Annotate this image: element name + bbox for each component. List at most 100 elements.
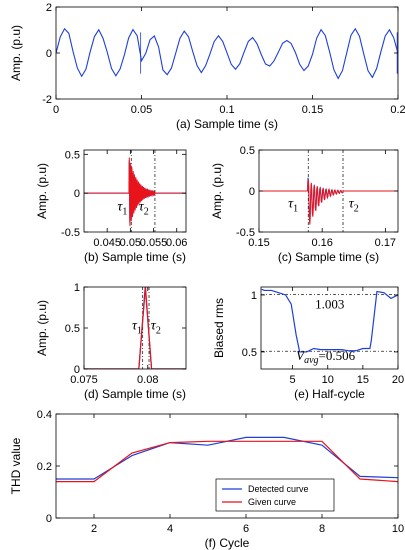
chart-d-tau-subscript: 2 bbox=[156, 326, 161, 337]
chart-d-y-axis-label: Amp. (p.u) bbox=[35, 300, 49, 356]
chart-c-xtick-label: 0.16 bbox=[311, 237, 332, 249]
chart-a: 0 0.05 0.1 0.15 0.2-202(a) Sample time (s)Am… bbox=[9, 2, 405, 131]
chart-e-annotation: Vavg=0.506 bbox=[296, 348, 355, 366]
chart-e-ytick-label: 1 bbox=[251, 290, 257, 302]
chart-f-xtick-label: 8 bbox=[319, 523, 325, 535]
chart-c-tau-symbol: τ bbox=[288, 196, 294, 211]
chart-f-series-given-curve bbox=[56, 440, 398, 483]
chart-f-legend-box bbox=[215, 478, 335, 512]
chart-e-x-axis-label: (e) Half-cycle bbox=[294, 387, 365, 401]
chart-a-xtick-label: 0.05 bbox=[131, 104, 152, 116]
chart-f-ytick-label: 0.4 bbox=[37, 409, 52, 421]
chart-c-ytick-label: -0.5 bbox=[236, 227, 255, 239]
chart-f-x-axis-label: (f) Cycle bbox=[205, 536, 250, 550]
chart-a-xtick-label: 0.15 bbox=[302, 104, 323, 116]
chart-a-xtick-label: 0.1 bbox=[219, 104, 234, 116]
chart-b-tau-label: τ1 bbox=[117, 199, 127, 217]
chart-d-plot-area bbox=[84, 287, 186, 369]
chart-f-xtick-label: 4 bbox=[167, 523, 173, 535]
chart-e-series-blue bbox=[261, 288, 398, 353]
chart-d-xtick-label: 0.075 bbox=[70, 374, 98, 386]
chart-c-plot-area bbox=[259, 150, 398, 232]
chart-f: 2 4 6 8 10 0 0.2 0.4 (f) Cycle THD value Detected … bbox=[9, 409, 404, 550]
chart-c-tau-label: τ1 bbox=[288, 196, 298, 214]
chart-e-xtick-label: 10 bbox=[322, 374, 334, 386]
chart-c-tau-label: τ2 bbox=[349, 196, 359, 214]
chart-b-xtick-label: 0.05 bbox=[120, 237, 141, 249]
chart-e-ytick-label: 0.5 bbox=[242, 347, 257, 359]
chart-c-ytick-label: 0.5 bbox=[240, 145, 255, 157]
chart-b-xtick-label: 0.055 bbox=[140, 237, 168, 249]
chart-e-annotation-value: =0.506 bbox=[319, 348, 356, 363]
chart-a-ytick-label: 2 bbox=[46, 2, 52, 14]
chart-c-xtick-label: 0.15 bbox=[248, 237, 269, 249]
chart-b-xtick-label: 0.06 bbox=[166, 237, 187, 249]
chart-a-plot-area bbox=[56, 27, 398, 80]
chart-a-x-axis-label: (a) Sample time (s) bbox=[176, 117, 278, 131]
chart-f-ytick-label: 0 bbox=[46, 513, 52, 525]
chart-f-xtick-label: 10 bbox=[392, 523, 404, 535]
chart-d-tau-symbol: τ bbox=[132, 319, 138, 334]
chart-c-y-axis-label: Amp. (p.u) bbox=[210, 163, 224, 219]
chart-b-tau-symbol: τ bbox=[139, 199, 145, 214]
chart-d-tau-label: τ1 bbox=[132, 319, 142, 337]
chart-a-series-blue bbox=[56, 27, 398, 80]
chart-d-xtick-label: 0.08 bbox=[137, 374, 158, 386]
chart-b-ytick-label: 0.5 bbox=[65, 149, 80, 161]
chart-f-ytick-label: 0.2 bbox=[37, 461, 52, 473]
chart-d-x-axis-label: (d) Sample time (s) bbox=[84, 387, 186, 401]
chart-d-tau-subscript: 1 bbox=[137, 326, 142, 337]
chart-e-annotation-subscript: avg bbox=[304, 355, 318, 366]
chart-a-xtick-label: 0 bbox=[53, 104, 59, 116]
chart-f-legend-label: Given curve bbox=[248, 497, 296, 507]
chart-c-xtick-label: 0.17 bbox=[375, 237, 396, 249]
chart-e-xtick-label: 5 bbox=[290, 374, 296, 386]
chart-f-legend-label: Detected curve bbox=[248, 484, 309, 494]
chart-b-y-axis-label: Amp. (p.u) bbox=[35, 163, 49, 219]
chart-b-tau-subscript: 2 bbox=[144, 206, 149, 217]
chart-c: 0.15 0.16 0.17 -0.5 0 0.5 (c) Sample time (s) A… bbox=[210, 145, 399, 264]
chart-b-tau-subscript: 1 bbox=[122, 206, 127, 217]
chart-b-ytick-label: 0 bbox=[74, 188, 80, 200]
chart-a-y-axis-label: Amp. (p.u) bbox=[9, 25, 23, 81]
chart-f-y-axis-label: THD value bbox=[9, 437, 23, 494]
chart-e-plot-area bbox=[261, 288, 398, 353]
chart-e-xtick-label: 15 bbox=[357, 374, 369, 386]
chart-c-series-detected bbox=[259, 177, 398, 224]
chart-e-xtick-label: 20 bbox=[392, 374, 404, 386]
chart-d-ytick-label: 0 bbox=[74, 364, 80, 376]
chart-d-ytick-label: 0.5 bbox=[65, 323, 80, 335]
chart-b-plot-area bbox=[84, 150, 186, 232]
chart-e-annotation-text: 1.003 bbox=[315, 297, 344, 312]
chart-d: 0.075 0.08 0 0.5 1 (d) Sample time (s) Amp. (p… bbox=[35, 282, 187, 401]
chart-f-xtick-label: 6 bbox=[243, 523, 249, 535]
chart-c-tau-subscript: 1 bbox=[293, 203, 298, 214]
chart-b-series-given bbox=[84, 157, 186, 227]
chart-f-series-detected-curve bbox=[56, 436, 398, 480]
chart-b-tau-symbol: τ bbox=[117, 199, 123, 214]
chart-c-x-axis-label: (c) Sample time (s) bbox=[278, 250, 379, 264]
chart-a-xtick-label: 0.2 bbox=[390, 104, 405, 116]
chart-e-annotation: 1.003 bbox=[315, 297, 344, 312]
chart-b-x-axis-label: (b) Sample time (s) bbox=[84, 250, 186, 264]
chart-c-series-given bbox=[259, 179, 398, 225]
chart-a-ytick-label: -2 bbox=[42, 94, 52, 106]
chart-c-ytick-label: 0 bbox=[249, 186, 255, 198]
chart-e: 5 10 15 20 0.5 1 (e) Half-cycle Biased rms 1.003… bbox=[212, 286, 404, 401]
chart-e-axes-box bbox=[260, 286, 399, 370]
chart-b-axes-box bbox=[83, 149, 187, 233]
chart-f-xtick-label: 2 bbox=[91, 523, 97, 535]
chart-b-ytick-label: -0.5 bbox=[61, 227, 80, 239]
chart-a-ytick-label: 0 bbox=[46, 48, 52, 60]
chart-e-y-axis-label: Biased rms bbox=[212, 298, 226, 358]
chart-e-annotation-text: V bbox=[296, 348, 306, 363]
chart-d-tau-label: τ2 bbox=[151, 319, 161, 337]
chart-b-xtick-label: 0.045 bbox=[93, 237, 121, 249]
chart-c-tau-subscript: 2 bbox=[354, 203, 359, 214]
chart-d-ytick-label: 1 bbox=[74, 282, 80, 294]
chart-f-plot-area bbox=[56, 436, 398, 483]
chart-d-tau-symbol: τ bbox=[151, 319, 157, 334]
chart-c-tau-symbol: τ bbox=[349, 196, 355, 211]
